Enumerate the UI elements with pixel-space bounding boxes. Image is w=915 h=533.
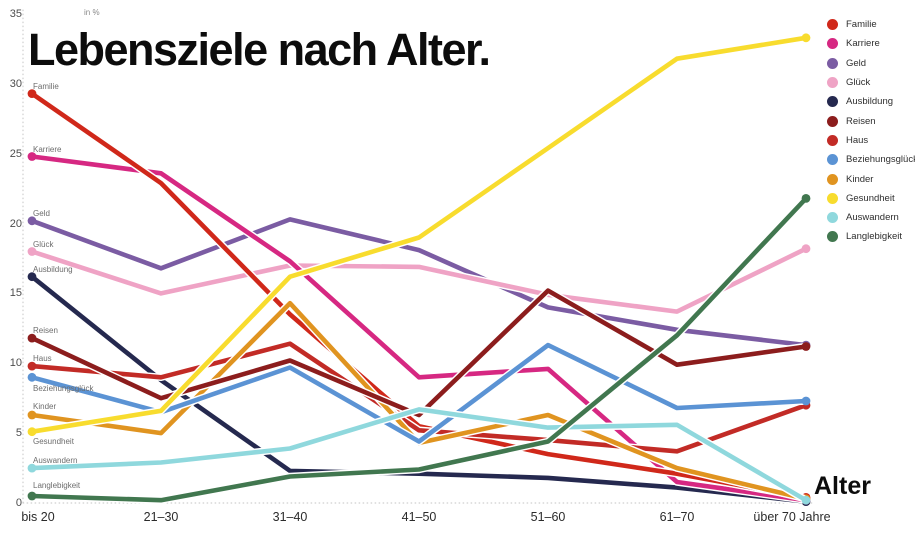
legend-label: Gesundheit xyxy=(846,192,895,204)
series-endpoint-Beziehungsglück xyxy=(801,396,811,406)
series-endpoint-Glück xyxy=(27,247,37,256)
series-endpoint-Geld xyxy=(27,216,37,226)
x-tick-label: über 70 Jahre xyxy=(753,510,831,524)
series-line-Geld xyxy=(29,217,809,348)
legend-item-Reisen: Reisen xyxy=(827,111,915,130)
x-tick-label: 41–50 xyxy=(401,510,437,524)
series-line-Glück xyxy=(29,246,809,314)
series-casing-Glück xyxy=(28,244,810,316)
legend-item-Auswandern: Auswandern xyxy=(827,208,915,227)
legend-dot-icon xyxy=(827,212,838,224)
line-label-Reisen: Reisen xyxy=(33,326,58,336)
series-endpoint-Haus xyxy=(27,361,37,371)
line-label-Geld: Geld xyxy=(33,208,50,218)
x-tick-label: 31–40 xyxy=(272,510,308,524)
series-line-Gesundheit xyxy=(29,35,809,435)
x-tick-label: 61–70 xyxy=(659,510,695,524)
line-label-Familie: Familie xyxy=(33,81,59,91)
legend-label: Karriere xyxy=(846,38,880,50)
series-endpoint-Auswandern xyxy=(801,495,811,505)
x-axis-title: Alter xyxy=(814,472,871,500)
line-label-Langlebigkeit: Langlebigkeit xyxy=(33,481,81,490)
y-tick-label: 10 xyxy=(9,357,22,370)
legend-item-Langlebigkeit: Langlebigkeit xyxy=(827,227,915,246)
line-label-Haus: Haus xyxy=(33,354,52,364)
legend-dot-icon xyxy=(827,115,838,127)
line-label-Beziehungsglück: Beziehungsglück xyxy=(33,384,94,394)
legend-dot-icon xyxy=(827,231,838,243)
legend-label: Ausbildung xyxy=(846,96,894,108)
series-endpoint-Langlebigkeit xyxy=(801,194,811,203)
series-endpoint-Langlebigkeit xyxy=(27,491,37,501)
legend-item-Ausbildung: Ausbildung xyxy=(827,92,915,111)
x-tick-label: 21–30 xyxy=(143,510,179,524)
legend-label: Haus xyxy=(846,134,869,146)
y-axis-unit-label: in % xyxy=(84,8,100,17)
series-line-Auswandern xyxy=(29,407,809,503)
series-endpoint-Glück xyxy=(801,244,811,254)
legend-item-Geld: Geld xyxy=(827,54,915,73)
series-line-Reisen xyxy=(29,288,809,418)
legend-label: Familie xyxy=(846,19,877,31)
series-line-Haus xyxy=(29,341,809,454)
legend-dot-icon xyxy=(827,134,838,146)
x-tick-label: bis 20 xyxy=(21,510,55,524)
series-endpoint-Gesundheit xyxy=(27,427,37,437)
legend-label: Reisen xyxy=(846,115,876,127)
legend-dot-icon xyxy=(827,192,838,204)
series-endpoint-Familie xyxy=(27,89,37,98)
legend-dot-icon xyxy=(827,19,838,31)
y-tick-label: 20 xyxy=(9,217,22,230)
series-line-Karriere xyxy=(29,154,809,503)
legend-item-Familie: Familie xyxy=(827,15,915,34)
legend-item-Kinder: Kinder xyxy=(827,169,915,188)
legend-dot-icon xyxy=(827,154,838,166)
legend-item-Haus: Haus xyxy=(827,131,915,150)
line-label-Glück: Glück xyxy=(33,239,54,249)
line-label-Gesundheit: Gesundheit xyxy=(33,436,74,446)
legend-dot-icon xyxy=(827,96,838,108)
series-endpoint-Reisen xyxy=(801,342,811,351)
y-tick-label: 25 xyxy=(9,147,22,160)
legend-dot-icon xyxy=(827,77,838,89)
legend: Familie Karriere Geld Glück Ausbildung Reisen… xyxy=(827,15,915,247)
series-endpoint-Reisen xyxy=(27,333,37,343)
legend-item-Beziehungsglück: Beziehungsglück xyxy=(827,150,915,169)
legend-label: Kinder xyxy=(846,173,874,185)
y-tick-label: 30 xyxy=(9,77,22,90)
legend-dot-icon xyxy=(827,57,838,69)
series-endpoint-Karriere xyxy=(27,152,37,161)
series-endpoint-Beziehungsglück xyxy=(27,372,37,382)
series-endpoint-Gesundheit xyxy=(801,33,811,43)
legend-label: Langlebigkeit xyxy=(846,231,902,243)
legend-dot-icon xyxy=(827,38,838,50)
legend-label: Auswandern xyxy=(846,212,899,224)
line-label-Karriere: Karriere xyxy=(33,144,62,154)
legend-dot-icon xyxy=(827,173,838,185)
y-tick-label: 5 xyxy=(15,427,22,440)
page-title: Lebensziele nach Alter. xyxy=(28,24,491,75)
y-tick-label: 0 xyxy=(15,497,22,509)
legend-item-Glück: Glück xyxy=(827,73,915,92)
series-endpoint-Kinder xyxy=(27,410,37,420)
series-endpoint-Auswandern xyxy=(27,463,37,473)
series-endpoint-Ausbildung xyxy=(27,272,37,282)
legend-label: Geld xyxy=(846,57,867,69)
line-label-Ausbildung: Ausbildung xyxy=(33,264,73,274)
series-line-Langlebigkeit xyxy=(29,196,809,503)
line-label-Auswandern: Auswandern xyxy=(33,456,78,466)
series-casing-Langlebigkeit xyxy=(28,194,810,504)
legend-item-Karriere: Karriere xyxy=(827,34,915,53)
legend-label: Beziehungsglück xyxy=(846,154,915,166)
x-tick-label: 51–60 xyxy=(530,510,566,524)
legend-label: Glück xyxy=(846,77,871,89)
legend-item-Gesundheit: Gesundheit xyxy=(827,189,915,208)
line-label-Kinder: Kinder xyxy=(33,401,57,411)
y-tick-label: 15 xyxy=(9,287,22,300)
y-tick-label: 35 xyxy=(9,8,22,20)
